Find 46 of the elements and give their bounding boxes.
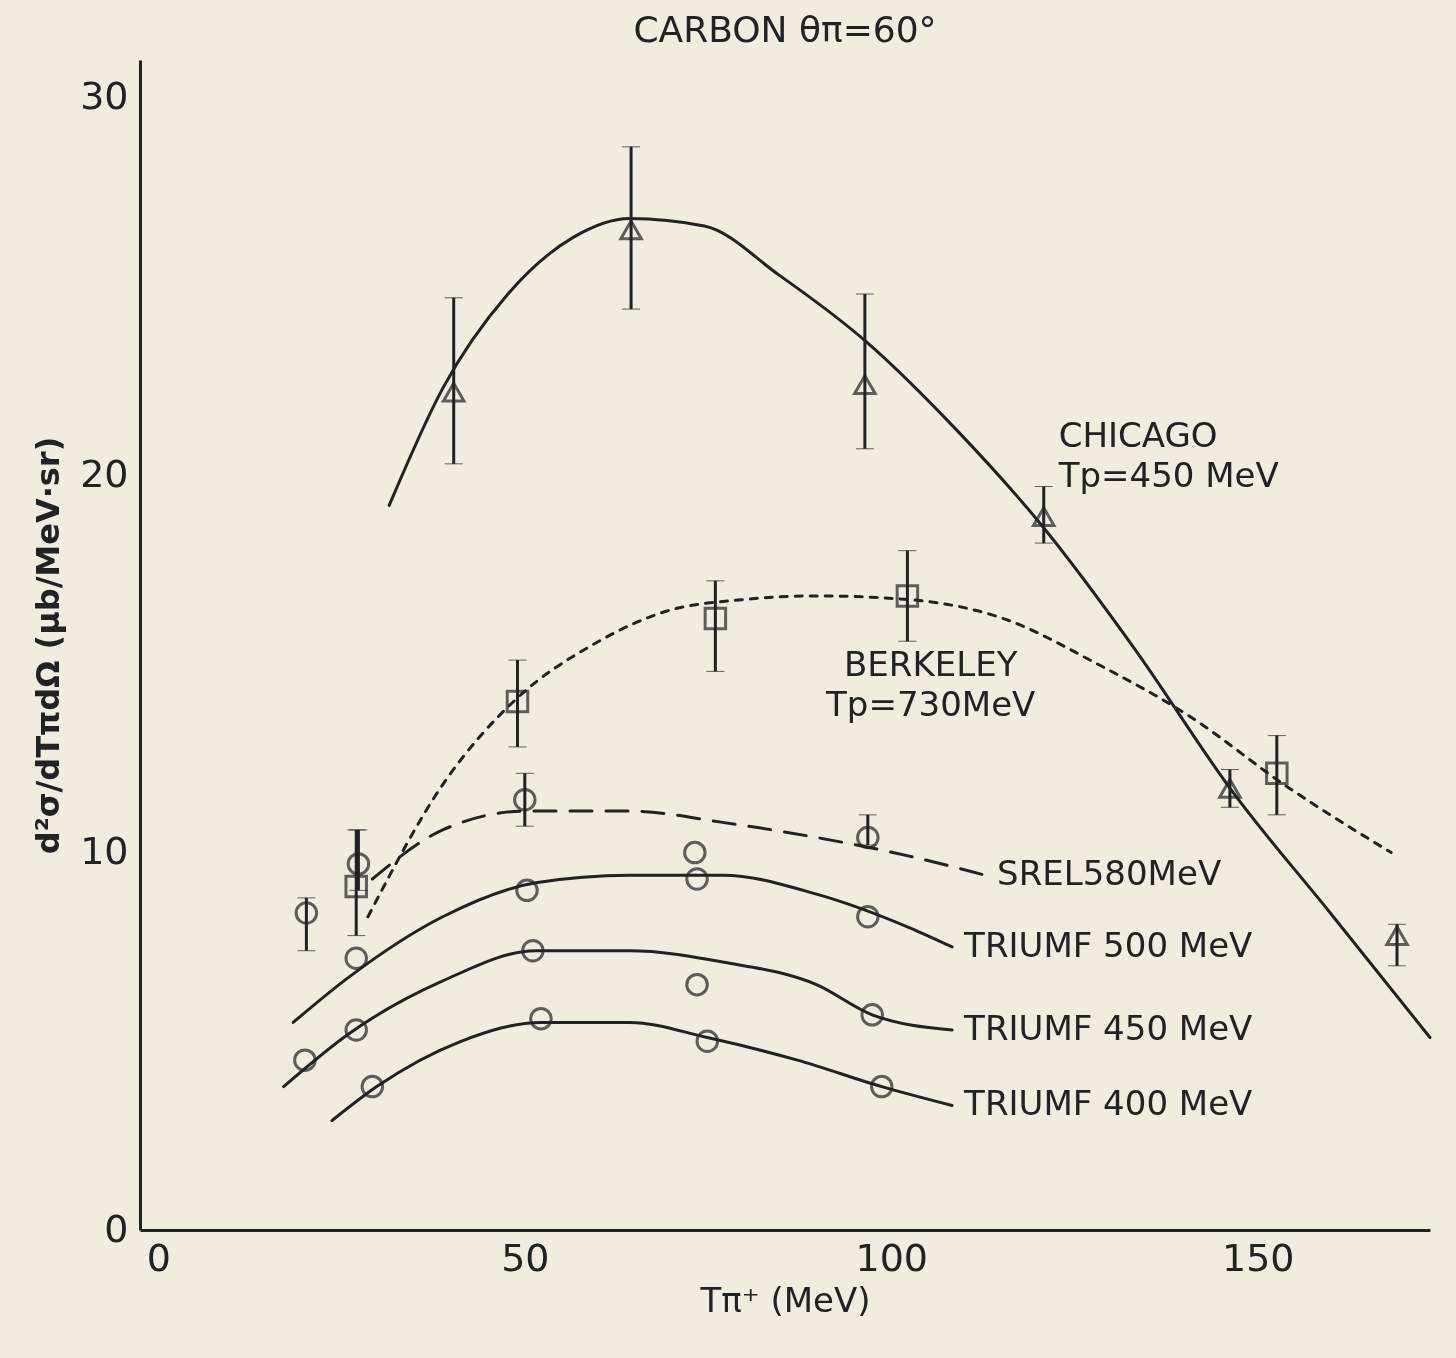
y-tick-label: 0 bbox=[104, 1206, 129, 1251]
point bbox=[346, 852, 371, 876]
series-label: TRIUMF 400 MeV bbox=[963, 1083, 1253, 1124]
point bbox=[895, 584, 920, 608]
point bbox=[529, 1006, 553, 1031]
series-label: BERKELEY Tp=730MeV bbox=[825, 643, 1036, 724]
point bbox=[860, 1003, 884, 1027]
series-label: TRIUMF 500 MeV bbox=[963, 924, 1253, 965]
point bbox=[685, 867, 709, 891]
y-tick-label: 30 bbox=[80, 74, 129, 119]
point bbox=[1385, 925, 1409, 946]
point bbox=[1265, 761, 1289, 786]
point bbox=[695, 1029, 720, 1054]
point bbox=[344, 1018, 368, 1042]
x-axis-title: Tπ⁺ (MeV) bbox=[699, 1279, 871, 1320]
x-tick-label: 150 bbox=[1221, 1235, 1295, 1280]
x-tick-label: 0 bbox=[146, 1235, 171, 1280]
x-tick-label: 50 bbox=[501, 1235, 550, 1280]
point bbox=[1218, 778, 1242, 799]
y-axis-title: d²σ/dTπdΩ (μb/MeV·sr) bbox=[29, 436, 68, 855]
point bbox=[856, 905, 880, 929]
y-tick-label: 10 bbox=[80, 829, 129, 874]
series-label: CHICAGO Tp=450 MeV bbox=[1057, 414, 1279, 495]
point bbox=[703, 606, 728, 631]
chart-title: CARBON θπ=60° bbox=[633, 9, 937, 50]
point bbox=[515, 878, 539, 903]
point bbox=[294, 901, 319, 925]
point bbox=[683, 840, 707, 865]
point bbox=[360, 1074, 385, 1099]
x-tick-label: 100 bbox=[855, 1235, 929, 1280]
point bbox=[344, 874, 368, 899]
point bbox=[619, 219, 643, 241]
point bbox=[853, 374, 877, 395]
point bbox=[1031, 506, 1056, 528]
point bbox=[856, 825, 880, 850]
point bbox=[441, 381, 466, 403]
y-tick-label: 20 bbox=[80, 451, 129, 496]
point bbox=[521, 938, 545, 963]
point bbox=[870, 1074, 894, 1099]
point bbox=[344, 946, 368, 970]
series-label: TRIUMF 450 MeV bbox=[963, 1007, 1253, 1048]
series-label: SREL580MeV bbox=[997, 853, 1222, 894]
point bbox=[513, 788, 537, 812]
point bbox=[505, 689, 530, 714]
point bbox=[293, 1048, 317, 1072]
point bbox=[685, 972, 709, 997]
